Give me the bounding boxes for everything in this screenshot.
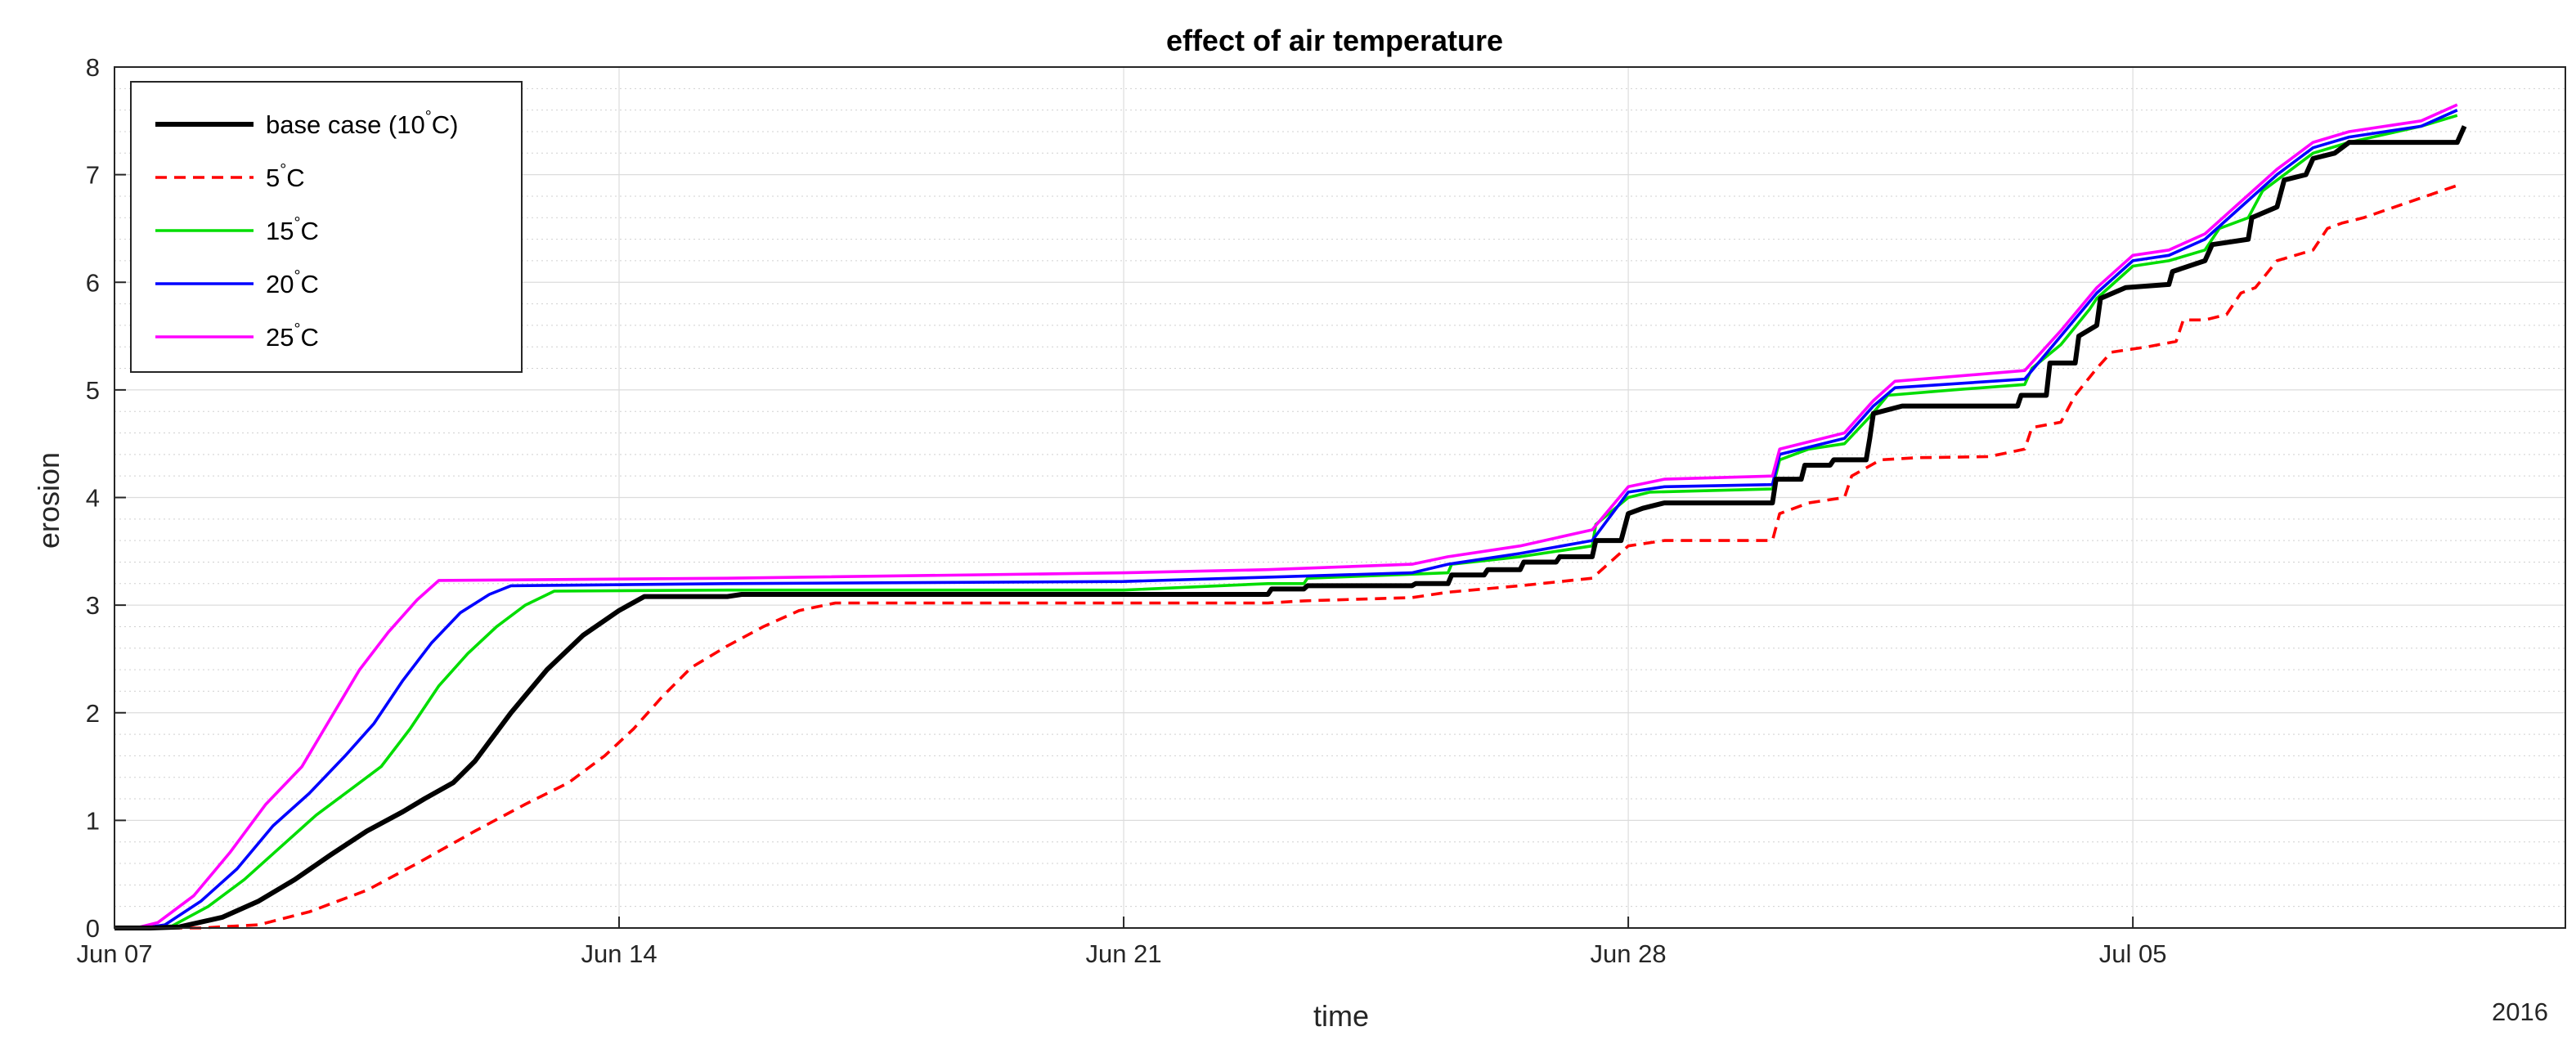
y-axis-ticks: 0 1 2 3 4 5 6 7 8 [86,53,126,943]
x-tick-label: Jun 14 [581,939,657,968]
x-tick-label: Jun 21 [1086,939,1162,968]
legend-entry: 20°C [266,267,319,298]
x-tick-label: Jun 28 [1591,939,1667,968]
legend-entry: 25°C [266,321,319,352]
y-tick-label: 2 [86,699,100,728]
legend: base case (10°C) 5°C 15°C 20°C 25°C [130,81,523,373]
minor-grid [114,87,2565,908]
legend-entry: 5°C [266,161,305,192]
legend-box [130,81,523,373]
year-label: 2016 [2492,997,2548,1026]
series-layer [114,103,2467,930]
legend-entry: 15°C [266,214,319,245]
y-tick-label: 6 [86,268,100,297]
chart-title: effect of air temperature [1166,24,1503,57]
x-axis-label: time [1313,999,1369,1033]
y-tick-label: 0 [86,914,100,943]
series-line [114,184,2458,930]
series-line [114,125,2467,930]
y-tick-label: 5 [86,376,100,405]
series-line [114,103,2458,930]
y-tick-label: 7 [86,161,100,190]
x-tick-label: Jun 07 [76,939,152,968]
legend-entry: base case (10°C) [266,108,458,139]
x-axis-ticks: Jun 07 Jun 14 Jun 21 Jun 28 Jul 05 [76,917,2166,968]
y-tick-label: 4 [86,484,100,513]
series-line [114,109,2458,930]
y-tick-label: 3 [86,591,100,620]
y-axis-label: erosion [32,452,65,549]
x-tick-label: Jul 05 [2099,939,2167,968]
y-tick-label: 8 [86,53,100,82]
y-tick-label: 1 [86,806,100,835]
